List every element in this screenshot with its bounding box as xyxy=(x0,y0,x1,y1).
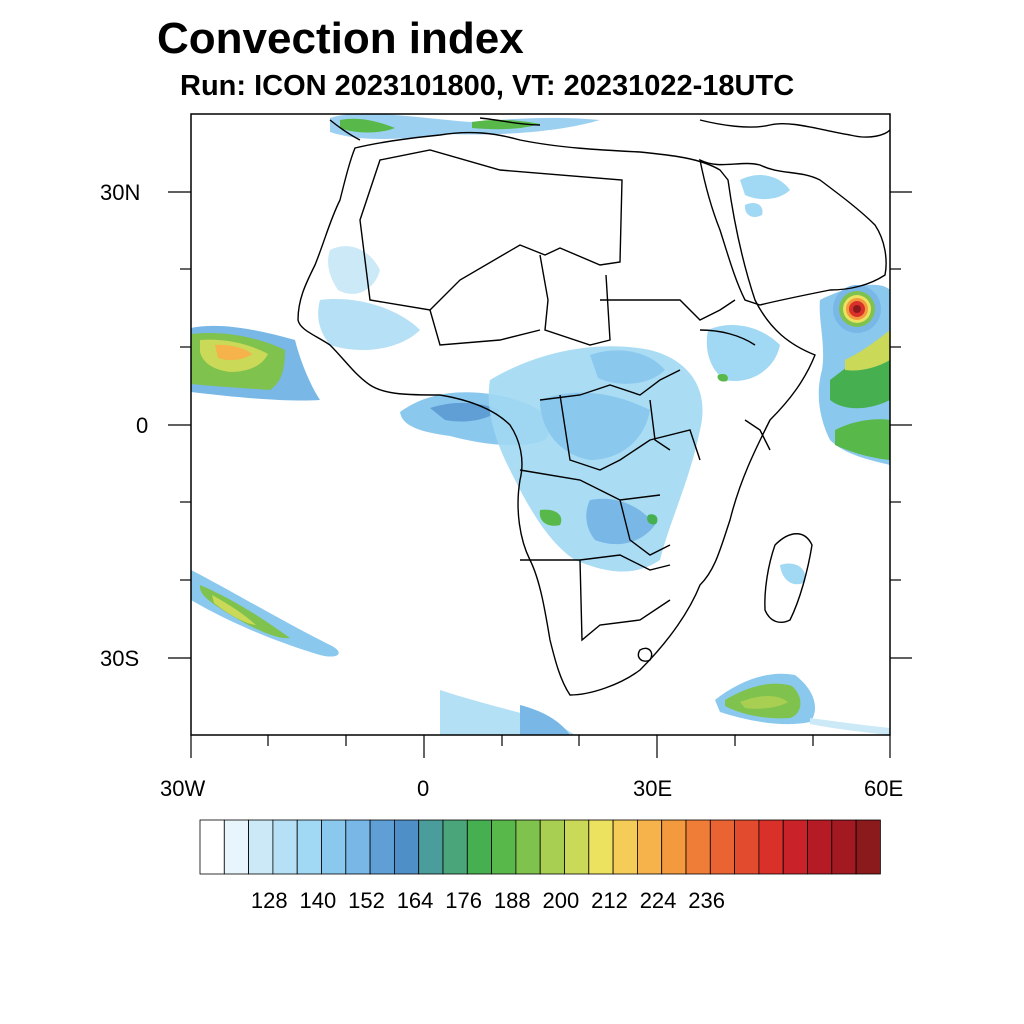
colorbar-swatch xyxy=(831,819,857,875)
colorbar-swatch xyxy=(369,819,395,875)
colorbar-swatch xyxy=(588,819,614,875)
colorbar-swatch xyxy=(661,819,687,875)
colorbar-label: 236 xyxy=(688,888,726,913)
coastlines-and-borders xyxy=(297,117,890,696)
colorbar-swatch xyxy=(223,819,250,875)
lat-label-30n: 30N xyxy=(100,180,141,205)
colorbar-swatch xyxy=(248,819,274,875)
colorbar-label: 164 xyxy=(396,888,434,913)
colorbar xyxy=(199,819,881,875)
colorbar-swatch xyxy=(296,819,322,875)
colorbar-label: 188 xyxy=(493,888,531,913)
colorbar-label: 200 xyxy=(542,888,580,913)
colorbar-swatch xyxy=(418,819,444,875)
colorbar-swatch xyxy=(199,819,225,875)
colorbar-swatch xyxy=(491,819,517,875)
colorbar-swatch xyxy=(515,819,541,875)
colorbar-label: 152 xyxy=(348,888,385,913)
colorbar-swatch xyxy=(564,819,590,875)
colorbar-swatch xyxy=(782,819,808,875)
colorbar-swatch xyxy=(442,819,468,875)
colorbar-label: 140 xyxy=(299,888,337,913)
colorbar-swatch xyxy=(321,819,347,875)
lon-label-30e: 30E xyxy=(633,776,673,801)
colorbar-swatch xyxy=(758,819,784,875)
colorbar-label: 212 xyxy=(591,888,628,913)
colorbar-label: 224 xyxy=(639,888,677,913)
colorbar-swatch xyxy=(807,819,833,875)
lat-label-equator: 0 xyxy=(136,413,149,438)
madagascar-coastline xyxy=(764,533,813,623)
colorbar-swatch xyxy=(272,819,298,875)
convection-area-south-atlantic xyxy=(191,570,339,657)
lat-label-30s: 30S xyxy=(100,646,140,671)
map-subtitle: Run: ICON 2023101800, VT: 20231022-18UTC xyxy=(180,70,795,102)
axis-ticks xyxy=(168,191,912,758)
colorbar-swatch xyxy=(734,819,760,875)
colorbar-label: 128 xyxy=(250,888,288,913)
colorbar-swatch xyxy=(637,819,663,875)
colorbar-swatch xyxy=(612,819,638,875)
colorbar-swatch xyxy=(393,819,420,875)
africa-coastline xyxy=(297,131,816,696)
map-title: Convection index xyxy=(157,14,524,63)
lon-label-0: 0 xyxy=(417,776,430,801)
colorbar-swatch xyxy=(855,819,881,875)
colorbar-label: 176 xyxy=(445,888,483,913)
convection-field xyxy=(191,114,890,735)
convection-area-north xyxy=(330,114,600,139)
lon-label-30w: 30W xyxy=(160,776,206,801)
colorbar-swatch xyxy=(466,819,492,875)
colorbar-swatch xyxy=(709,819,735,875)
colorbar-swatch xyxy=(685,819,711,875)
colorbar-swatch xyxy=(345,819,371,875)
lon-label-60e: 60E xyxy=(864,776,904,801)
colorbar-swatch xyxy=(539,819,565,875)
